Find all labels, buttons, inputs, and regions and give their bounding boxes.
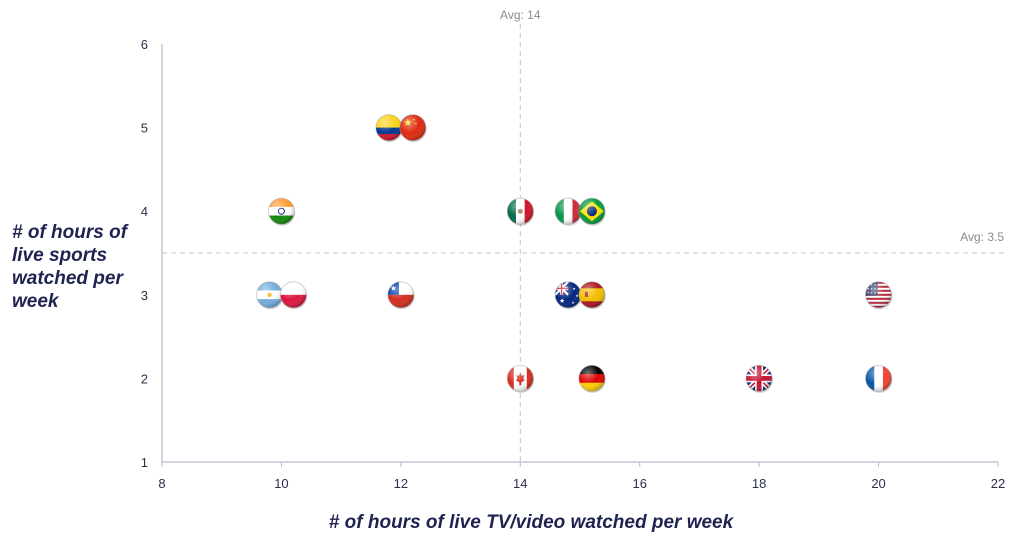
- x-tick-label: 16: [632, 476, 646, 491]
- y-tick-label: 6: [141, 37, 148, 52]
- italy-point: Italy: [554, 197, 582, 226]
- axis-titles: # of hours of live TV/video watched per …: [12, 222, 735, 533]
- x-tick-label: 10: [274, 476, 288, 491]
- y-tick-label: 3: [141, 288, 148, 303]
- y-tick-label: 2: [141, 371, 148, 386]
- france-point: France: [865, 364, 893, 393]
- china-point: China: [399, 114, 427, 143]
- argentina-point: Argentina: [256, 281, 284, 310]
- x-axis-title: # of hours of live TV/video watched per …: [329, 512, 735, 533]
- usa-point: United States: [865, 281, 893, 310]
- brazil-point: Brazil: [578, 197, 606, 226]
- mexico-point: Mexico: [506, 197, 535, 226]
- x-tick-label: 8: [158, 476, 165, 491]
- x-tick-label: 14: [513, 476, 527, 491]
- canada-point: Canada: [506, 364, 535, 393]
- australia-point: Australia: [554, 281, 582, 310]
- poland-point: Poland: [279, 281, 308, 310]
- average-lines: Avg: 14 Avg: 3.5: [162, 8, 1006, 462]
- x-tick-label: 22: [991, 476, 1005, 491]
- chile-point: Chile: [387, 281, 415, 310]
- india-point: India: [267, 197, 296, 226]
- colombia-point: Colombia: [375, 114, 403, 143]
- x-tick-label: 20: [871, 476, 885, 491]
- germany-point: Germany: [578, 364, 606, 393]
- x-tick-label: 12: [394, 476, 408, 491]
- y-tick-label: 1: [141, 455, 148, 470]
- y-axis-title: # of hours of live sports watched per week: [12, 222, 129, 312]
- uk-point: United Kingdom: [745, 364, 773, 393]
- x-average-label: Avg: 14: [500, 8, 541, 22]
- y-tick-label: 5: [141, 121, 148, 136]
- spain-point: Spain: [578, 281, 606, 310]
- x-tick-label: 18: [752, 476, 766, 491]
- y-average-label: Avg: 3.5: [960, 230, 1004, 244]
- data-points: ColombiaChina India Mexico ItalyBrazil Argen…: [256, 114, 893, 393]
- y-tick-label: 4: [141, 204, 148, 219]
